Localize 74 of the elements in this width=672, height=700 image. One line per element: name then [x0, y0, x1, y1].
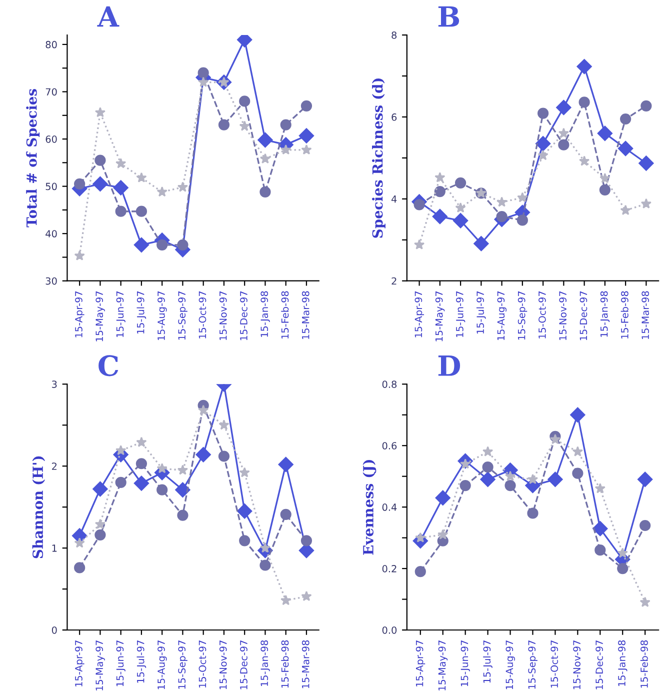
x-tick-label: 15-Aug-97 — [158, 291, 167, 340]
y-tick-label: 70 — [46, 88, 57, 96]
x-tick-label: 15-Dec-97 — [240, 291, 248, 340]
y-tick-label: 0 — [52, 626, 57, 634]
x-tick-label: 15-Sep-97 — [178, 291, 188, 340]
x-tick-label: 15-Jan-98 — [600, 291, 610, 337]
y-tick-label: 6 — [392, 113, 397, 121]
y-axis-title: Evenness (J) — [362, 460, 376, 555]
x-tick-label: 15-Jul-97 — [136, 640, 146, 683]
x-tick-label: 15-Feb-98 — [281, 291, 289, 338]
x-tick-label: 15-Jan-98 — [260, 640, 270, 686]
x-tick-label: 15-Dec-97 — [240, 640, 248, 690]
x-tick-label: 15-May-97 — [435, 291, 445, 342]
y-tick-label: 60 — [46, 136, 57, 143]
y-tick-label: 50 — [46, 182, 57, 190]
x-tick-label: 15-Jun-97 — [460, 640, 470, 686]
x-tick-label: 15-Nov-97 — [559, 291, 566, 340]
x-tick-label: 15-Sep-97 — [528, 640, 538, 689]
x-tick-label: 15-Sep-97 — [178, 640, 188, 689]
x-tick-label: 15-Jun-97 — [456, 291, 466, 338]
chart-title: B — [438, 6, 460, 27]
y-axis-title: Total # of Species — [26, 88, 40, 228]
x-tick-label: 15-Feb-98 — [640, 640, 648, 688]
y-tick-label: 80 — [46, 40, 57, 48]
y-tick-label: 0.4 — [382, 504, 397, 511]
x-tick-label: 15-Mar-98 — [302, 291, 310, 340]
x-tick-label: 15-Nov-97 — [219, 291, 227, 340]
x-tick-label: 15-May-97 — [438, 640, 448, 690]
x-tick-label: 15-Aug-97 — [506, 640, 515, 690]
x-tick-label: 15-Sep-97 — [518, 291, 528, 340]
x-tick-label: 15-Oct-97 — [538, 291, 546, 338]
x-tick-label: 15-Mar-98 — [642, 291, 650, 340]
x-tick-label: 15-May-97 — [96, 640, 105, 690]
x-tick-label: 15-Apr-97 — [75, 640, 84, 686]
x-tick-label: 15-Aug-97 — [497, 291, 507, 340]
y-tick-label: 8 — [392, 31, 397, 39]
x-tick-label: 15-Jun-97 — [116, 291, 126, 338]
x-tick-label: 15-Jul-97 — [476, 291, 486, 334]
x-tick-label: 15-Oct-97 — [550, 640, 558, 688]
y-tick-label: 3 — [52, 380, 57, 388]
x-tick-label: 15-Jul-97 — [136, 291, 146, 334]
x-tick-label: 15-May-97 — [96, 291, 105, 342]
y-tick-label: 2 — [52, 462, 57, 470]
x-tick-label: 15-Dec-97 — [580, 291, 588, 340]
x-tick-label: 15-Apr-97 — [416, 640, 426, 686]
y-tick-label: 40 — [46, 230, 57, 238]
x-tick-label: 15-Aug-97 — [158, 640, 167, 690]
x-tick-label: 15-Mar-98 — [302, 640, 310, 688]
y-tick-label: 30 — [46, 277, 57, 285]
x-tick-label: 15-Apr-97 — [75, 291, 84, 338]
x-tick-label: 15-Feb-98 — [620, 291, 628, 338]
x-tick-label: 15-Oct-97 — [198, 291, 206, 338]
y-tick-label: 0.8 — [382, 380, 397, 388]
y-tick-label: 4 — [391, 196, 397, 203]
x-tick-label: 15-Jun-97 — [116, 640, 126, 686]
x-tick-label: 15-Jan-98 — [618, 640, 628, 686]
x-tick-label: 15-Nov-97 — [573, 640, 580, 690]
y-tick-label: 2 — [392, 277, 396, 285]
y-tick-label: 0.0 — [382, 626, 397, 634]
y-tick-label: 1 — [52, 544, 57, 552]
y-tick-label: 0.2 — [382, 565, 396, 572]
y-axis-title: Shannon (H') — [32, 456, 46, 558]
x-tick-label: 15-Nov-97 — [219, 640, 227, 690]
x-tick-label: 15-Jul-97 — [483, 640, 492, 683]
x-tick-label: 15-Jan-98 — [260, 291, 270, 337]
x-tick-label: 15-Feb-98 — [281, 640, 289, 688]
x-tick-label: 15-Oct-97 — [198, 640, 206, 688]
y-axis-title: Species Richness (d) — [372, 78, 386, 238]
x-tick-label: 15-Dec-97 — [596, 640, 603, 690]
chart-title: D — [438, 356, 460, 376]
y-tick-label: 0.6 — [382, 442, 397, 450]
x-tick-label: 15-Apr-97 — [414, 291, 424, 338]
chart-title: C — [98, 355, 118, 376]
chart-title: A — [97, 6, 120, 27]
